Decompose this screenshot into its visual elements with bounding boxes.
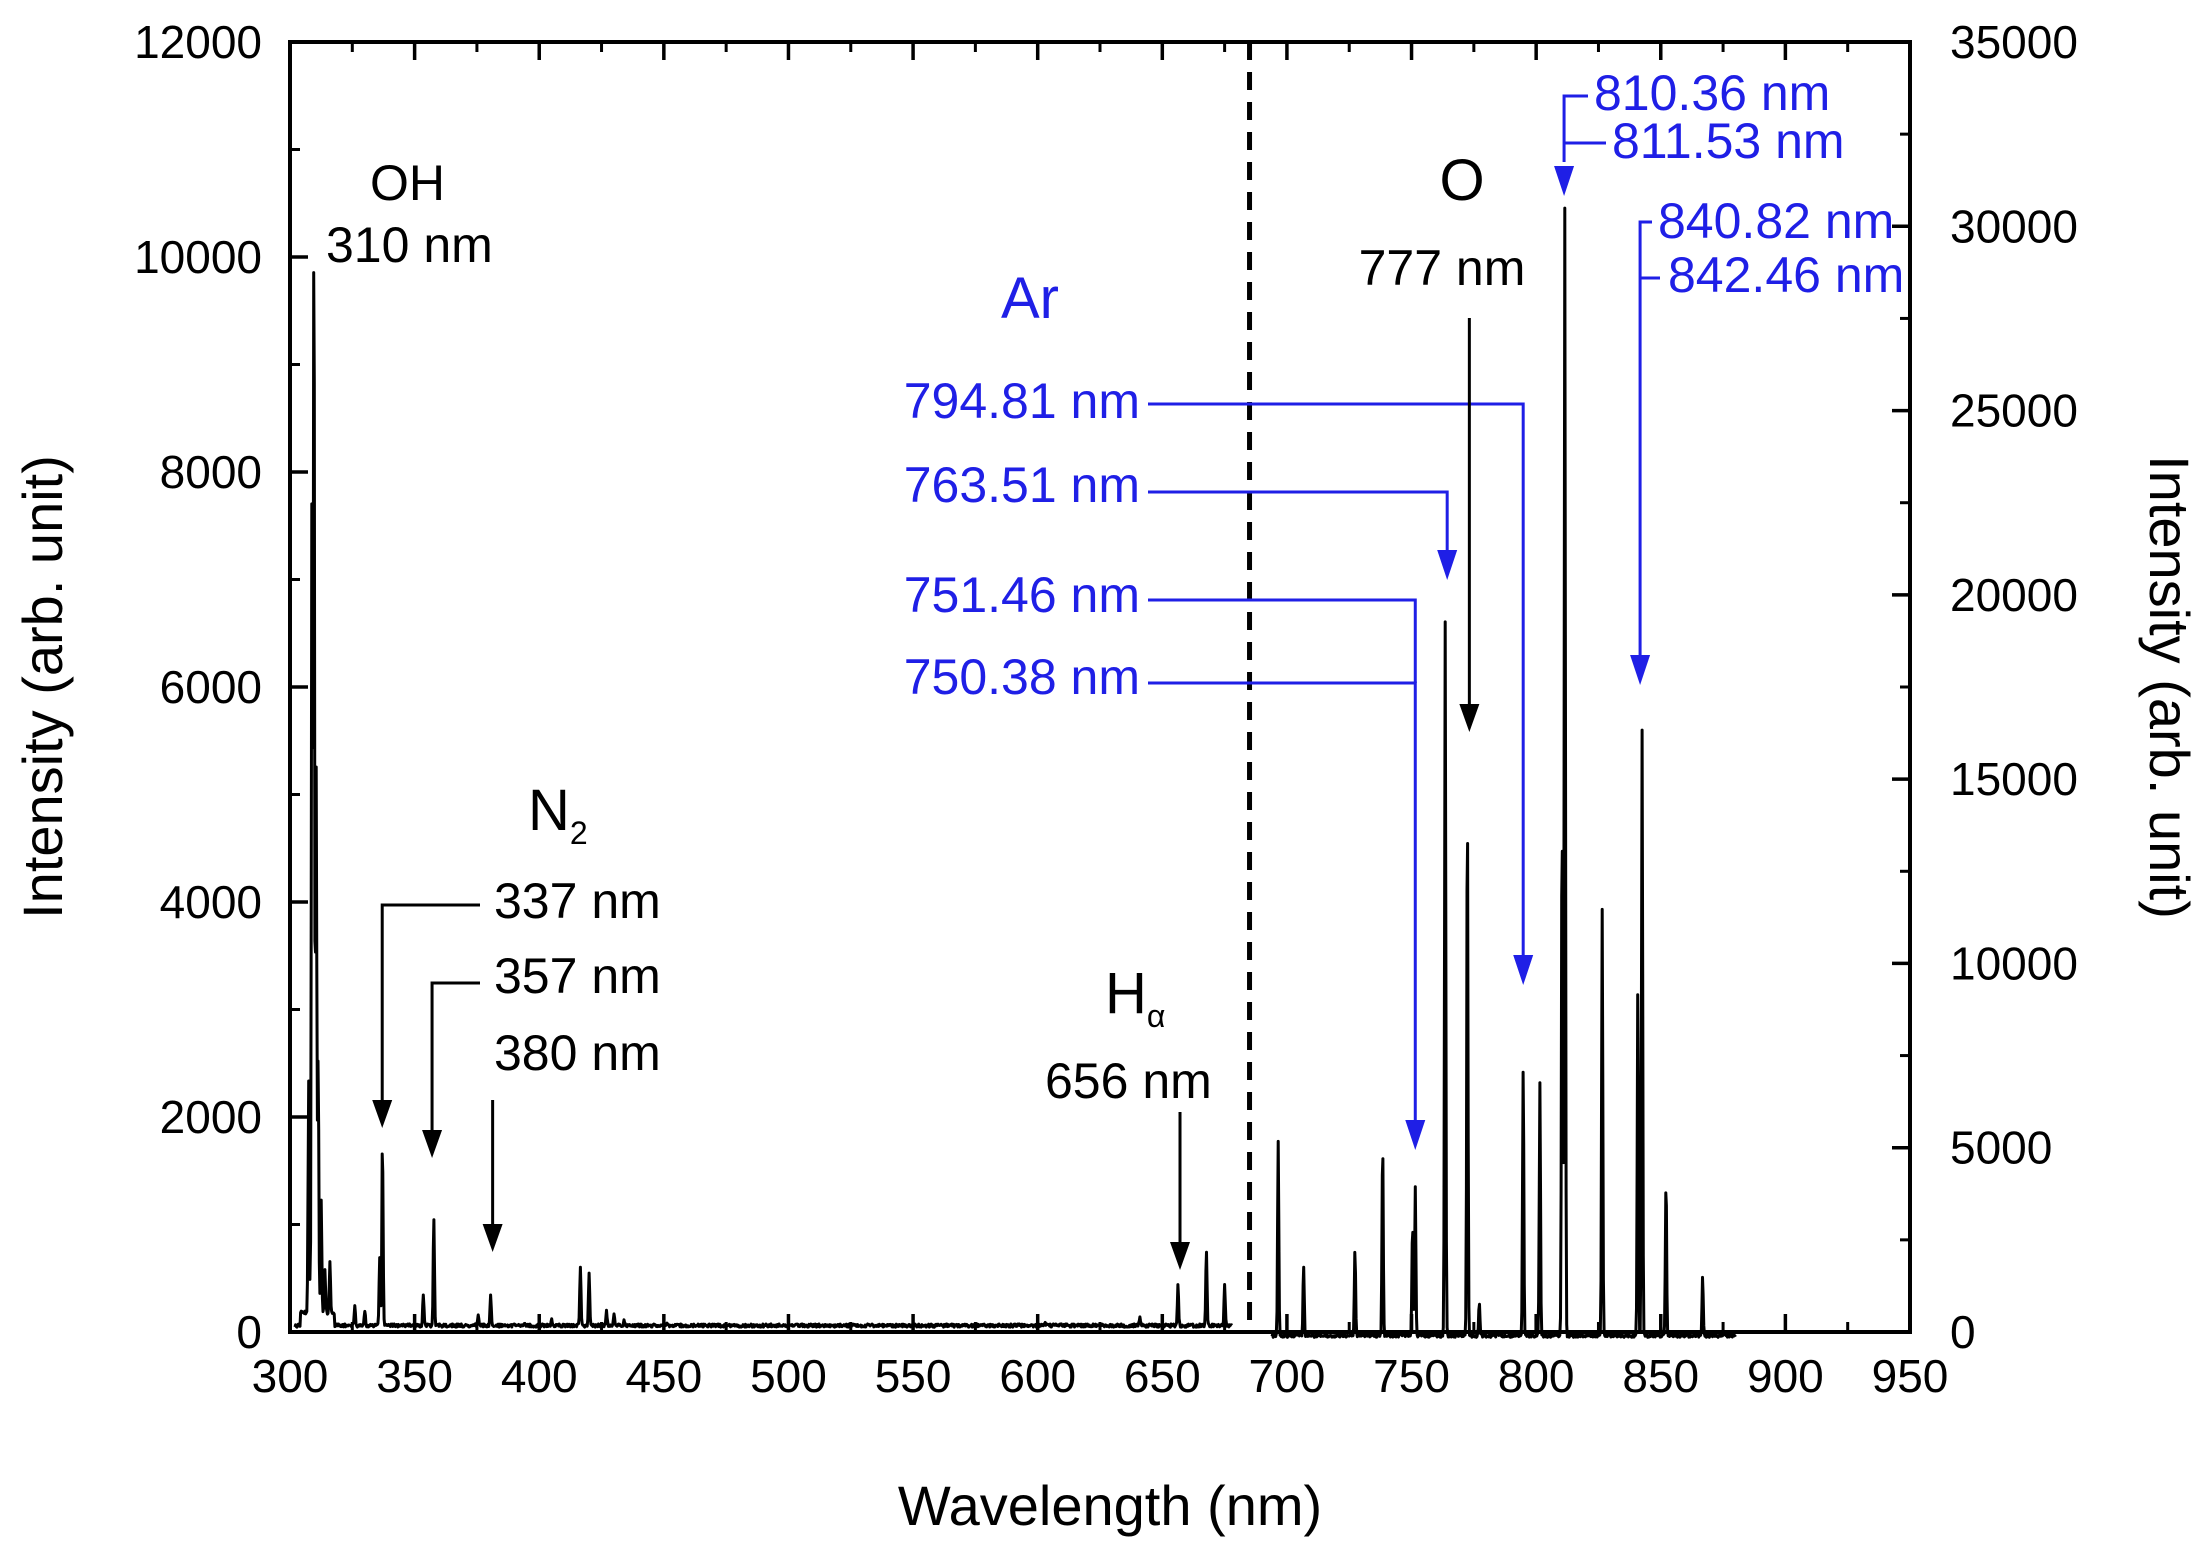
annotation-380nm: 380 nm bbox=[494, 1025, 661, 1081]
x-tick-label: 700 bbox=[1249, 1350, 1326, 1402]
arrow-337nm-head bbox=[372, 1100, 393, 1128]
arrow-840nm-path bbox=[1638, 220, 1652, 655]
x-tick-label: 650 bbox=[1124, 1350, 1201, 1402]
arrow-357nm-path bbox=[430, 981, 480, 1130]
spectrum-line-left bbox=[293, 271, 1234, 1329]
annotation-337nm: 337 nm bbox=[494, 873, 661, 929]
arrow-656nm-head bbox=[1170, 1242, 1191, 1270]
arrow-811nm-head bbox=[1554, 166, 1575, 196]
annotation-811nm: 811.53 nm bbox=[1612, 113, 1845, 169]
annotation-751nm: 751.46 nm bbox=[904, 567, 1140, 623]
y-left-tick-label: 8000 bbox=[160, 446, 262, 498]
x-tick-label: 550 bbox=[875, 1350, 952, 1402]
arrow-357nm-head bbox=[422, 1130, 443, 1158]
annotation-layer: OH 310 nm N2 337 nm 357 nm 380 nm Hα 656 nm Ar 79… bbox=[326, 65, 1904, 1270]
x-tick-label: 800 bbox=[1498, 1350, 1575, 1402]
arrow-337nm-path bbox=[380, 903, 480, 1100]
x-tick-label: 600 bbox=[999, 1350, 1076, 1402]
x-tick-label: 750 bbox=[1373, 1350, 1450, 1402]
y-right-tick-label: 20000 bbox=[1950, 569, 2078, 621]
x-tick-label: 900 bbox=[1747, 1350, 1824, 1402]
y-left-tick-label: 4000 bbox=[160, 876, 262, 928]
annotation-656nm: 656 nm bbox=[1045, 1053, 1212, 1109]
arrow-842nm-head bbox=[1630, 655, 1651, 685]
arrow-794nm-path bbox=[1148, 402, 1525, 959]
y-right-tick-label: 30000 bbox=[1950, 200, 2078, 252]
spectrum-line-right bbox=[1270, 206, 1737, 1339]
annotation-777nm: 777 nm bbox=[1359, 240, 1526, 296]
y-left-tick-label: 12000 bbox=[134, 16, 262, 68]
annotation-357nm: 357 nm bbox=[494, 948, 661, 1004]
arrow-763nm-head bbox=[1437, 550, 1458, 580]
x-tick-label: 350 bbox=[376, 1350, 453, 1402]
y-left-axis-title: Intensity (arb. unit) bbox=[11, 455, 74, 919]
y-left-tick-label: 6000 bbox=[160, 661, 262, 713]
annotation-750nm: 750.38 nm bbox=[904, 649, 1140, 705]
y-right-axis-title: Intensity (arb. unit) bbox=[2138, 455, 2201, 919]
y-right-tick-label: 5000 bbox=[1950, 1122, 2052, 1174]
x-tick-label: 450 bbox=[625, 1350, 702, 1402]
x-axis-title: Wavelength (nm) bbox=[898, 1474, 1322, 1537]
y-left-tick-label: 0 bbox=[236, 1306, 262, 1358]
annotation-842nm: 842.46 nm bbox=[1668, 247, 1904, 303]
annotation-n2: N2 bbox=[528, 778, 588, 851]
annotation-810nm: 810.36 nm bbox=[1594, 65, 1830, 121]
arrow-794nm-head bbox=[1513, 955, 1534, 985]
y-right-tick-label: 10000 bbox=[1950, 937, 2078, 989]
annotation-h-alpha: Hα bbox=[1105, 961, 1165, 1034]
annotation-310nm: 310 nm bbox=[326, 217, 493, 273]
x-tick-label: 850 bbox=[1622, 1350, 1699, 1402]
x-tick-label: 400 bbox=[501, 1350, 578, 1402]
plot-layer bbox=[293, 206, 1737, 1339]
y-right-tick-label: 25000 bbox=[1950, 385, 2078, 437]
x-tick-label: 500 bbox=[750, 1350, 827, 1402]
arrow-810nm-path bbox=[1562, 94, 1588, 162]
arrow-380nm-head bbox=[482, 1224, 503, 1252]
x-tick-label: 300 bbox=[252, 1350, 329, 1402]
arrow-750nm-path bbox=[1148, 681, 1417, 1124]
y-right-tick-label: 0 bbox=[1950, 1306, 1976, 1358]
arrow-777nm-head bbox=[1459, 704, 1480, 732]
arrow-763nm-path bbox=[1148, 490, 1449, 554]
arrow-751nm-path bbox=[1148, 598, 1417, 683]
axes-layer: 300 350 400 450 500 550 600 650 700 750 800 850 900 9… bbox=[11, 16, 2201, 1537]
y-left-tick-label: 10000 bbox=[134, 231, 262, 283]
y-right-tick-label: 15000 bbox=[1950, 753, 2078, 805]
y-right-tick-label: 35000 bbox=[1950, 16, 2078, 68]
x-tick-label: 950 bbox=[1872, 1350, 1949, 1402]
y-left-tick-label: 2000 bbox=[160, 1091, 262, 1143]
annotation-ar: Ar bbox=[1001, 266, 1059, 331]
annotation-840nm: 840.82 nm bbox=[1658, 193, 1894, 249]
annotation-o: O bbox=[1439, 148, 1484, 213]
annotation-763nm: 763.51 nm bbox=[904, 457, 1140, 513]
annotation-794nm: 794.81 nm bbox=[904, 373, 1140, 429]
arrow-750nm-head bbox=[1405, 1120, 1426, 1150]
annotation-oh: OH bbox=[370, 155, 445, 211]
